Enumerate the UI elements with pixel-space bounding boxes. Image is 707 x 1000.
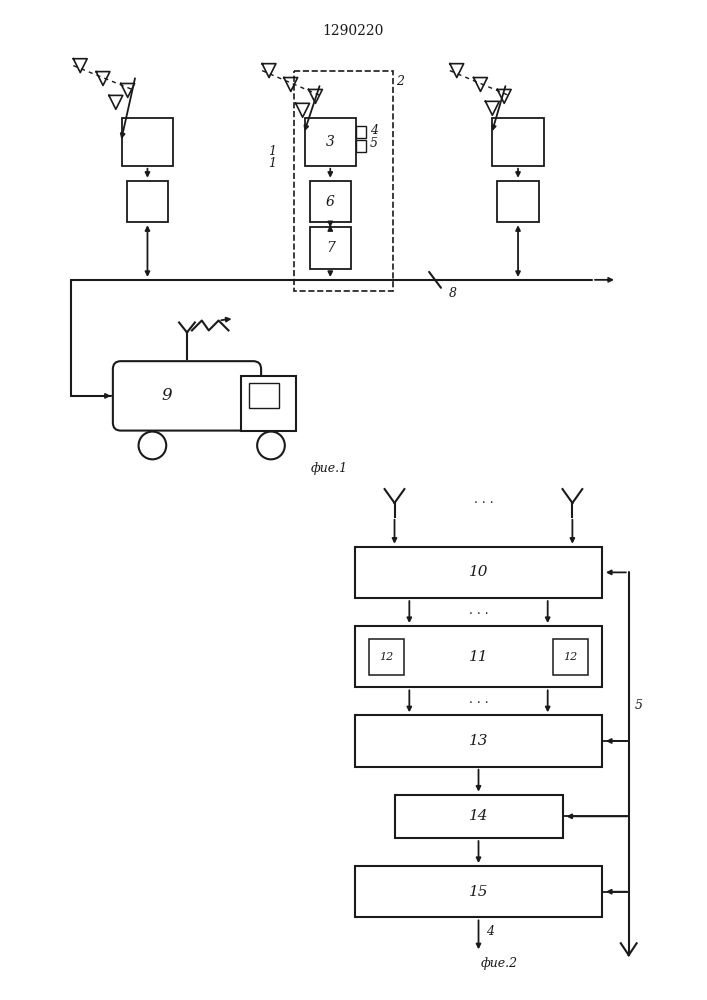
Text: . . .: . . .: [474, 493, 493, 506]
Text: 1290220: 1290220: [322, 24, 384, 38]
Text: 6: 6: [326, 195, 334, 209]
Text: 5: 5: [370, 137, 378, 150]
Bar: [497, 181, 539, 222]
Text: 1: 1: [268, 145, 276, 158]
Bar: [293, 71, 392, 291]
Text: 3: 3: [326, 135, 334, 149]
Text: 4: 4: [370, 124, 378, 137]
Text: 7: 7: [326, 241, 334, 255]
Text: 2: 2: [397, 75, 404, 88]
Circle shape: [257, 432, 285, 459]
Bar: [241, 376, 296, 431]
Bar: [395, 795, 563, 838]
Bar: [127, 181, 168, 222]
Bar: [305, 118, 356, 166]
Text: фие.2: фие.2: [481, 957, 518, 970]
Bar: [356, 126, 366, 138]
Bar: [492, 118, 544, 166]
Bar: [122, 118, 173, 166]
Bar: [355, 715, 602, 767]
Bar: [250, 383, 279, 408]
Text: 15: 15: [469, 885, 489, 899]
Bar: [355, 866, 602, 917]
Text: . . .: . . .: [469, 604, 489, 617]
Text: 12: 12: [563, 652, 578, 662]
Text: 9: 9: [162, 387, 173, 404]
Bar: [553, 639, 588, 675]
Bar: [310, 181, 351, 222]
Text: 11: 11: [469, 650, 489, 664]
Text: 12: 12: [380, 652, 394, 662]
Bar: [369, 639, 404, 675]
Text: 13: 13: [469, 734, 489, 748]
Text: 10: 10: [469, 565, 489, 579]
Bar: [355, 547, 602, 598]
FancyBboxPatch shape: [113, 361, 261, 431]
Text: 14: 14: [469, 809, 489, 823]
Text: . . .: . . .: [469, 693, 489, 706]
Bar: [310, 227, 351, 269]
Circle shape: [139, 432, 166, 459]
Bar: [355, 626, 602, 687]
Text: 4: 4: [486, 925, 494, 938]
Bar: [356, 140, 366, 152]
Text: 5: 5: [635, 699, 643, 712]
Text: 8: 8: [449, 287, 457, 300]
Text: 1: 1: [268, 157, 276, 170]
Text: фие.1: фие.1: [310, 462, 348, 475]
